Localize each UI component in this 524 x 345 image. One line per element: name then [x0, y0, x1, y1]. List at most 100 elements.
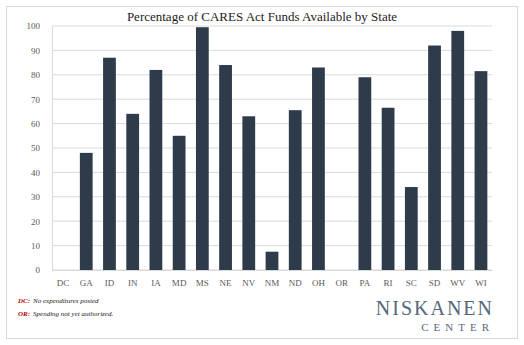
- y-tick-label: 50: [31, 143, 41, 153]
- y-tick-label: 20: [31, 217, 41, 227]
- grid-line: [52, 196, 492, 197]
- y-tick: 80: [31, 70, 52, 80]
- x-tick-label: SD: [429, 278, 441, 288]
- bar: [103, 58, 116, 270]
- x-tick-label: IN: [128, 278, 138, 288]
- grid-line: [52, 221, 492, 222]
- y-tick-label: 10: [31, 241, 41, 251]
- x-tick-label: WV: [450, 278, 465, 288]
- x-tick: ND: [289, 270, 302, 288]
- y-tick-label: 40: [31, 168, 41, 178]
- x-tick: WV: [450, 270, 465, 288]
- x-tick: RI: [384, 270, 393, 288]
- bar: [405, 187, 418, 270]
- note-text: No expenditures posted: [32, 297, 99, 305]
- frame: [7, 7, 518, 339]
- bar: [289, 110, 302, 270]
- x-tick-label: NE: [220, 278, 232, 288]
- x-tick-label: WI: [475, 278, 487, 288]
- x-tick: GA: [80, 270, 93, 288]
- y-tick: 70: [31, 95, 52, 105]
- note: DC:No expenditures posted: [17, 297, 99, 305]
- x-tick-label: RI: [384, 278, 393, 288]
- bar: [242, 116, 255, 270]
- y-tick: 0: [36, 265, 53, 275]
- y-axis: 0 10 20 30 40 50 60 70 80 90 100: [27, 21, 53, 275]
- grid-line: [52, 148, 492, 149]
- grid-line: [52, 172, 492, 173]
- y-tick: 20: [31, 217, 52, 227]
- bar: [428, 46, 441, 270]
- x-tick: IA: [151, 270, 161, 288]
- x-tick: MD: [172, 270, 187, 288]
- y-tick: 40: [31, 168, 52, 178]
- y-tick: 100: [27, 21, 53, 31]
- note: OR:Spending not yet authorized.: [18, 310, 113, 318]
- bars: [80, 27, 487, 270]
- grid-line: [52, 50, 492, 51]
- x-tick-label: ID: [105, 278, 115, 288]
- note-label: OR:: [18, 310, 30, 318]
- bar: [312, 67, 325, 270]
- y-tick-label: 60: [31, 119, 41, 129]
- y-axis-line: [52, 27, 53, 271]
- x-tick: DC: [57, 270, 70, 288]
- bar: [266, 252, 279, 270]
- bar: [196, 27, 209, 270]
- x-tick: ID: [105, 270, 115, 288]
- x-tick: NV: [242, 270, 255, 288]
- x-tick: SC: [406, 270, 417, 288]
- bar: [219, 65, 232, 270]
- grid-line: [52, 245, 492, 246]
- bar: [358, 77, 371, 270]
- y-tick: 50: [31, 143, 52, 153]
- note-label: DC:: [17, 297, 30, 305]
- logo: NISKANEN: [376, 297, 494, 319]
- plot: 0 10 20 30 40 50 60 70 80 90 100 DC GA ID IN IA MD MS NE NV…: [27, 21, 493, 288]
- x-tick-label: OR: [335, 278, 348, 288]
- y-tick: 60: [31, 119, 52, 129]
- y-tick-label: 100: [27, 21, 41, 31]
- x-tick-label: NV: [242, 278, 255, 288]
- grid-line: [52, 99, 492, 100]
- title: Percentage of CARES Act Funds Available …: [127, 9, 397, 24]
- x-tick: OR: [335, 270, 348, 288]
- y-tick: 30: [31, 192, 52, 202]
- x-tick-label: DC: [57, 278, 70, 288]
- bar: [451, 31, 464, 270]
- x-tick-label: MS: [196, 278, 209, 288]
- bar: [382, 108, 395, 270]
- x-tick: NE: [220, 270, 232, 288]
- chart: Percentage of CARES Act Funds Available …: [0, 0, 524, 345]
- y-tick: 10: [31, 241, 52, 251]
- x-tick: MS: [196, 270, 209, 288]
- x-tick-label: IA: [151, 278, 161, 288]
- bar: [475, 71, 488, 270]
- grid-line: [52, 26, 492, 27]
- x-tick: SD: [429, 270, 441, 288]
- x-tick: IN: [128, 270, 138, 288]
- x-axis-line: [53, 270, 493, 271]
- note-text: Spending not yet authorized.: [33, 310, 113, 318]
- x-tick-label: MD: [172, 278, 187, 288]
- x-tick-label: PA: [360, 278, 371, 288]
- x-tick-label: OH: [312, 278, 325, 288]
- x-tick: OH: [312, 270, 325, 288]
- x-tick-label: GA: [80, 278, 93, 288]
- bar: [150, 70, 163, 270]
- grid-line: [52, 123, 492, 124]
- grid: [52, 26, 492, 270]
- x-tick-label: NM: [265, 278, 280, 288]
- bar: [126, 114, 139, 270]
- y-tick-label: 90: [31, 46, 41, 56]
- x-tick: PA: [360, 270, 371, 288]
- y-tick-label: 0: [36, 265, 41, 275]
- x-tick: NM: [265, 270, 280, 288]
- bar: [80, 153, 93, 270]
- y-tick-label: 70: [31, 95, 41, 105]
- x-tick: WI: [475, 270, 487, 288]
- grid-line: [52, 74, 492, 75]
- y-tick-label: 30: [31, 192, 41, 202]
- y-tick: 90: [31, 46, 52, 56]
- x-tick-label: SC: [406, 278, 417, 288]
